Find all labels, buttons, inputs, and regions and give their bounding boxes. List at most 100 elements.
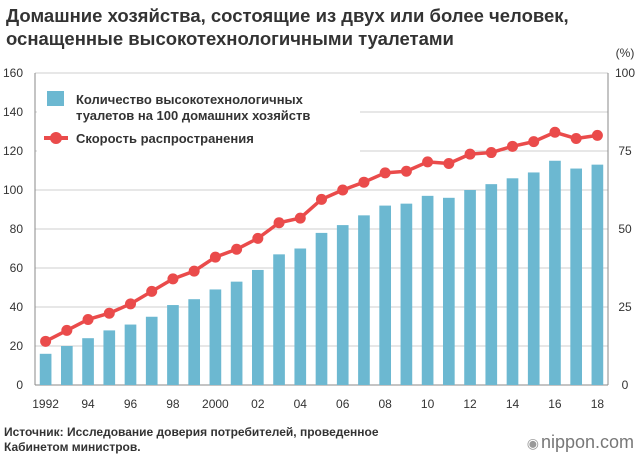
x-tick-label: 16 bbox=[548, 397, 562, 411]
logo-mark-icon: ◉ bbox=[526, 435, 539, 451]
bar bbox=[442, 197, 455, 385]
bar bbox=[464, 190, 476, 385]
y-left-tick-label: 20 bbox=[10, 339, 24, 353]
rate-point bbox=[231, 243, 243, 255]
bar bbox=[421, 195, 434, 385]
legend-bar-label-line1: Количество высокотехнологичных bbox=[76, 92, 304, 107]
y-right-tick-label: 75 bbox=[618, 144, 632, 158]
rate-point bbox=[400, 165, 412, 177]
bar bbox=[336, 225, 349, 385]
bar bbox=[167, 305, 179, 385]
rate-point bbox=[570, 133, 582, 145]
x-tick-label: 94 bbox=[81, 397, 95, 411]
y-left-tick-label: 100 bbox=[3, 183, 23, 197]
rate-point bbox=[337, 184, 349, 196]
rate-point bbox=[507, 140, 518, 152]
bar bbox=[527, 172, 540, 385]
bar bbox=[103, 330, 116, 385]
logo-text: nippon.com bbox=[540, 432, 634, 452]
y-left-tick-label: 0 bbox=[16, 378, 23, 392]
rate-point bbox=[61, 324, 73, 336]
bar bbox=[145, 316, 158, 385]
bar-series bbox=[39, 160, 604, 385]
rate-point bbox=[316, 193, 327, 205]
rate-point bbox=[485, 147, 497, 159]
rate-point bbox=[549, 126, 561, 138]
bar bbox=[60, 346, 73, 385]
bar bbox=[358, 215, 370, 385]
bar bbox=[273, 254, 285, 385]
x-tick-label: 14 bbox=[506, 397, 520, 411]
bar bbox=[379, 205, 392, 385]
y-left-tick-label: 120 bbox=[3, 144, 23, 158]
y-right-tick-label: 0 bbox=[622, 378, 629, 392]
y-left-tick-label: 160 bbox=[3, 66, 23, 80]
bar bbox=[570, 168, 583, 385]
rate-point bbox=[146, 285, 158, 297]
x-tick-label: 04 bbox=[294, 397, 308, 411]
source-line2: Кабинетом министров. bbox=[4, 440, 141, 454]
rate-point bbox=[591, 129, 603, 141]
legend-bar-swatch bbox=[47, 91, 64, 106]
x-tick-label: 98 bbox=[166, 397, 180, 411]
bar bbox=[251, 269, 264, 385]
bar bbox=[506, 178, 519, 385]
rate-point bbox=[443, 157, 455, 169]
rate-point bbox=[188, 265, 200, 277]
legend-bar-label-line2: туалетов на 100 домашних хозяйств bbox=[76, 108, 310, 123]
y-right-tick-label: 50 bbox=[618, 222, 632, 236]
y-right-tick-label: 25 bbox=[618, 300, 632, 314]
y-left-tick-label: 80 bbox=[10, 222, 24, 236]
source-line1: Источник: Исследование доверия потребите… bbox=[4, 425, 379, 439]
rate-point bbox=[528, 136, 540, 148]
line-series bbox=[40, 126, 603, 347]
x-tick-label: 18 bbox=[591, 397, 605, 411]
legend: Количество высокотехнологичных туалетов … bbox=[37, 83, 360, 157]
x-tick-label: 10 bbox=[421, 397, 435, 411]
chart-title-line2: оснащенные высокотехнологичными туалетам… bbox=[6, 28, 454, 49]
y-left-tick-label: 60 bbox=[10, 261, 24, 275]
legend-box bbox=[37, 83, 360, 157]
rate-point bbox=[358, 176, 370, 188]
x-tick-label: 96 bbox=[124, 397, 138, 411]
bar bbox=[209, 289, 222, 385]
bar bbox=[485, 184, 498, 385]
x-tick-label: 06 bbox=[336, 397, 350, 411]
bar bbox=[82, 338, 94, 385]
rate-point bbox=[40, 335, 52, 347]
legend-line-marker bbox=[50, 132, 62, 144]
bar bbox=[315, 232, 328, 385]
rate-point bbox=[422, 156, 434, 168]
bar bbox=[230, 281, 243, 385]
x-tick-label: 02 bbox=[251, 397, 265, 411]
x-tick-label: 1992 bbox=[32, 397, 59, 411]
x-tick-label: 2000 bbox=[202, 397, 229, 411]
chart-title-line1: Домашние хозяйства, состоящие из двух ил… bbox=[6, 5, 569, 26]
y-right-tick-label: 100 bbox=[615, 66, 635, 80]
rate-point bbox=[103, 307, 115, 319]
bar bbox=[294, 248, 307, 385]
bar bbox=[124, 324, 137, 385]
rate-point bbox=[252, 232, 264, 244]
chart-title: Домашние хозяйства, состоящие из двух ил… bbox=[6, 4, 636, 50]
x-tick-label: 12 bbox=[463, 397, 477, 411]
rate-point bbox=[82, 313, 94, 325]
legend-line-label: Скорость распространения bbox=[76, 131, 254, 146]
nippon-logo: ◉ nippon.com bbox=[527, 432, 634, 453]
source-note: Источник: Исследование доверия потребите… bbox=[4, 425, 444, 455]
right-axis-unit: (%) bbox=[616, 46, 635, 60]
bar bbox=[400, 203, 413, 385]
bar bbox=[591, 164, 604, 385]
rate-point bbox=[294, 212, 306, 224]
bar bbox=[549, 160, 561, 385]
x-tick-label: 08 bbox=[378, 397, 392, 411]
rate-point bbox=[379, 167, 391, 179]
y-left-tick-label: 140 bbox=[3, 105, 23, 119]
rate-point bbox=[125, 298, 136, 310]
bar bbox=[188, 299, 201, 385]
bar bbox=[39, 353, 52, 385]
rate-point bbox=[167, 273, 179, 285]
y-left-tick-label: 40 bbox=[10, 300, 24, 314]
